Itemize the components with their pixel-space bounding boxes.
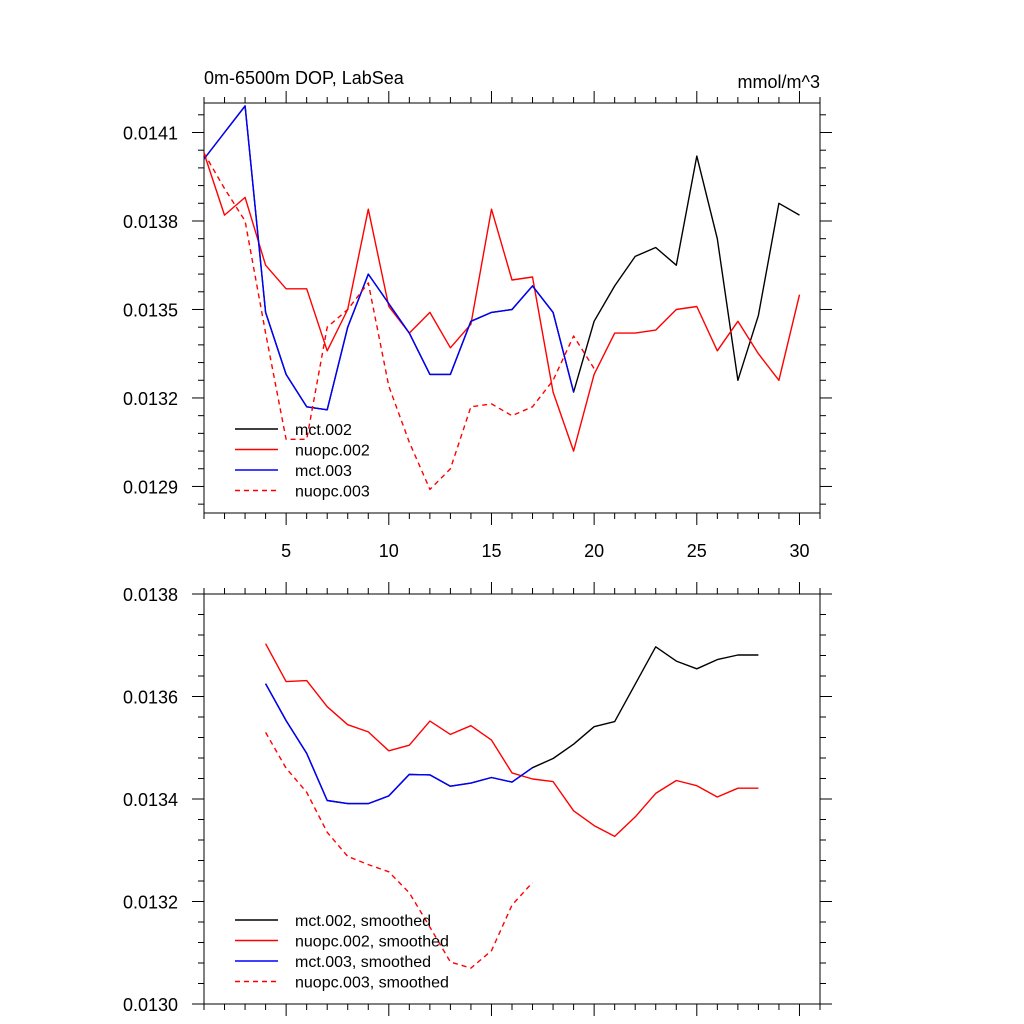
series-line-nuopc-002	[203, 152, 801, 452]
y-tick-label: 0.0138	[123, 212, 178, 232]
x-tick-label: 25	[687, 541, 707, 561]
y-tick-label: 0.0136	[123, 688, 178, 708]
series-line-mct-003-smoothed	[264, 683, 533, 805]
y-tick-label: 0.0132	[123, 893, 178, 913]
legend-label-nuopc-003: nuopc.003	[295, 484, 370, 501]
legend-label-nuopc-003-smoothed: nuopc.003, smoothed	[295, 975, 449, 992]
y-tick-label: 0.0135	[123, 300, 178, 320]
y-tick-label: 0.0141	[123, 123, 178, 143]
legend-label-nuopc-002: nuopc.002	[295, 443, 370, 460]
x-tick-label: 10	[379, 541, 399, 561]
x-tick-label: 5	[281, 541, 291, 561]
y-tick-label: 0.0129	[123, 477, 178, 497]
series-line-nuopc-003-smoothed	[264, 732, 534, 969]
x-tick-label: 15	[481, 541, 501, 561]
series-line-nuopc-002-smoothed	[264, 643, 759, 838]
chart-title: 0m-6500m DOP, LabSea	[204, 68, 405, 88]
x-tick-label: 30	[789, 541, 809, 561]
series-line-mct-003	[203, 105, 575, 411]
legend-label-mct-003: mct.003	[295, 463, 352, 480]
legend-label-mct-003-smoothed: mct.003, smoothed	[295, 954, 431, 971]
legend-label-nuopc-002-smoothed: nuopc.002, smoothed	[295, 934, 449, 951]
series-line-nuopc-003	[203, 152, 595, 491]
series-line-mct-002	[203, 105, 800, 411]
y-tick-label: 0.0130	[123, 995, 178, 1015]
y-tick-label: 0.0138	[123, 585, 178, 605]
series-line-mct-002-smoothed	[264, 646, 759, 805]
legend-label-mct-002: mct.002	[295, 422, 352, 439]
top-panel: 5 10 15 20 25 30 0.0129 0.0132 0.0135 0.0138 0.014…	[123, 68, 832, 561]
bottom-panel: 0.0130 0.0132 0.0134 0.0136 0.0138 mct.002, s…	[123, 582, 832, 1016]
legend-label-mct-002-smoothed: mct.002, smoothed	[295, 913, 431, 930]
x-tick-label: 20	[584, 541, 604, 561]
y-tick-label: 0.0132	[123, 389, 178, 409]
units-label: mmol/m^3	[738, 72, 820, 92]
y-tick-label: 0.0134	[123, 790, 178, 810]
